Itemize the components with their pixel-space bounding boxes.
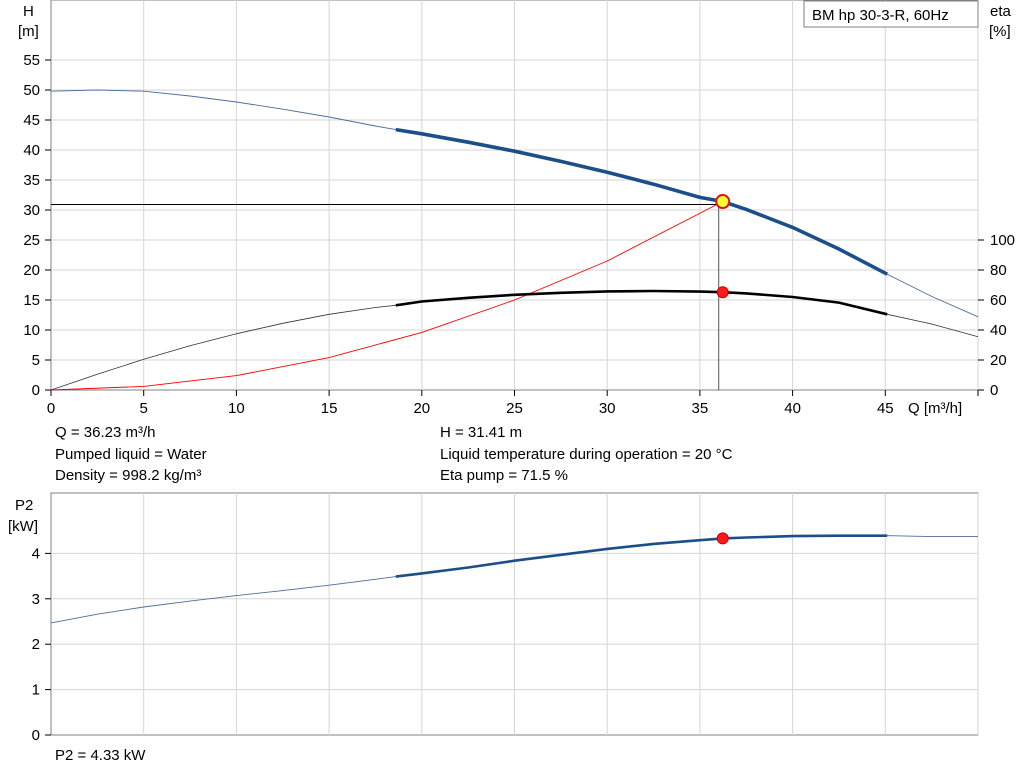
- power-axis-unit: [kW]: [8, 518, 38, 535]
- x-tick-label: 35: [692, 400, 709, 417]
- power-readout: P2 = 4.33 kW: [55, 747, 146, 764]
- flow-readout: Q = 36.23 m³/h: [55, 424, 156, 441]
- power-axis-label: P2: [15, 497, 33, 514]
- power-tick-label: 0: [32, 727, 40, 744]
- y-tick-label: 40: [23, 142, 40, 159]
- x-tick-label: 40: [784, 400, 801, 417]
- power-tick-label: 1: [32, 682, 40, 699]
- eta-tick-label: 80: [990, 262, 1007, 279]
- x-tick-label: 5: [140, 400, 148, 417]
- head-axis-label: H: [23, 3, 34, 20]
- pump-title-box: [803, 0, 979, 28]
- x-tick-label: 45: [877, 400, 894, 417]
- eta-tick-label: 20: [990, 352, 1007, 369]
- head-curve-operating: [395, 127, 889, 276]
- eta-tick-label: 100: [990, 232, 1015, 249]
- x-tick-label: 20: [413, 400, 430, 417]
- head-chart-tick-labels: 0 5 10 15 20 25 30 35 40 45 0 5 10 15 20 25 30 35 40 45 50 55…: [23, 52, 1015, 417]
- eta-pump-readout: Eta pump = 71.5 %: [440, 467, 568, 484]
- power-chart-grid: [45, 492, 979, 736]
- y-tick-label: 50: [23, 82, 40, 99]
- power-chart-tick-labels: 0 1 2 3 4: [32, 545, 40, 744]
- power-chart-curves: [50, 532, 978, 624]
- head-chart-grid: [45, 0, 984, 396]
- eta-tick-label: 40: [990, 322, 1007, 339]
- power-tick-label: 3: [32, 591, 40, 608]
- y-tick-label: 10: [23, 322, 40, 339]
- y-tick-label: 0: [32, 382, 40, 399]
- efficiency-operating-marker: [716, 286, 729, 299]
- x-tick-label: 25: [506, 400, 523, 417]
- y-tick-label: 35: [23, 172, 40, 189]
- head-axis-unit: [m]: [18, 23, 39, 40]
- y-tick-label: 45: [23, 112, 40, 129]
- eta-axis-unit: [%]: [989, 23, 1011, 40]
- eta-tick-label: 60: [990, 292, 1007, 309]
- y-tick-label: 20: [23, 262, 40, 279]
- x-tick-label: 30: [599, 400, 616, 417]
- x-tick-label: 0: [47, 400, 55, 417]
- power-tick-label: 2: [32, 636, 40, 653]
- density-readout: Density = 998.2 kg/m³: [55, 467, 202, 484]
- y-tick-label: 55: [23, 52, 40, 69]
- x-tick-label: 15: [321, 400, 338, 417]
- power-curve-operating: [395, 534, 888, 578]
- x-tick-label: 10: [228, 400, 245, 417]
- pump-title: BM hp 30-3-R, 60Hz: [812, 7, 949, 24]
- pumped-liquid-readout: Pumped liquid = Water: [55, 446, 207, 463]
- y-tick-label: 15: [23, 292, 40, 309]
- head-chart-curves: [50, 89, 979, 391]
- eta-axis-label: eta: [990, 3, 1012, 20]
- head-readout: H = 31.41 m: [440, 424, 523, 441]
- duty-point-marker: [715, 194, 731, 210]
- y-tick-label: 25: [23, 232, 40, 249]
- power-operating-marker: [716, 532, 729, 545]
- efficiency-curve-operating: [395, 289, 888, 316]
- power-tick-label: 4: [32, 545, 40, 562]
- system-curve: [50, 201, 723, 391]
- temperature-readout: Liquid temperature during operation = 20…: [440, 446, 733, 463]
- flow-axis-label: Q [m³/h]: [908, 400, 962, 417]
- y-tick-label: 5: [32, 352, 40, 369]
- eta-tick-label: 0: [990, 382, 998, 399]
- y-tick-label: 30: [23, 202, 40, 219]
